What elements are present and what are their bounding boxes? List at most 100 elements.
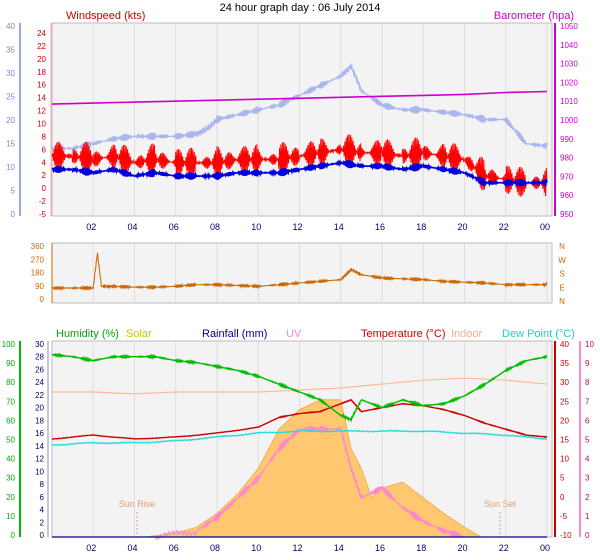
baro-tick: 1010 [560,97,578,106]
rain-tick: 30 [35,340,44,349]
baro-tick: 960 [560,191,574,200]
compass-tick: E [559,283,564,292]
baro-tick: 990 [560,135,574,144]
wind-tick-inner: 22 [37,42,46,51]
legend-solar: Solar [126,328,152,340]
legend-humidity: Humidity (%) [56,328,119,340]
x-tick-label: 20 [457,222,467,232]
legend-dew-point: Dew Point (°C) [502,328,575,340]
rain-tick: 4 [40,506,45,515]
humidity-tick: 20 [6,493,15,502]
x-tick-label: 08 [210,222,220,232]
wind-tick-inner: -2 [39,197,47,206]
baro-tick: 1040 [560,41,578,50]
rain-tick: 20 [35,404,44,413]
compass-tick: N [559,297,565,306]
rain-tick: 14 [35,442,44,451]
uv-tick: 6 [585,416,590,425]
humidity-tick: 30 [6,474,15,483]
wind-tick-inner: 0 [42,184,47,193]
wind-tick-outer: 40 [6,22,15,31]
sun-set-label: Sun Set [484,499,517,509]
direction-tick: 0 [40,295,45,304]
rain-tick: 16 [35,429,44,438]
rain-tick: 10 [35,467,44,476]
rain-tick: 22 [35,391,44,400]
baro-tick: 1030 [560,60,578,69]
wind-tick-outer: 5 [11,187,16,196]
series-indoor [52,377,548,395]
x-tick-label: 14 [334,222,344,232]
wind-tick-outer: 10 [6,163,15,172]
rain-tick: 12 [35,455,44,464]
wind-tick-inner: 14 [37,94,46,103]
temperature-tick: 5 [560,474,565,483]
legend-uv: UV [286,328,302,340]
humidity-tick: 70 [6,397,15,406]
uv-tick: 5 [585,436,590,445]
x-tick-label: 18 [416,222,426,232]
series-wind-average [51,134,548,197]
x-tick-label: 12 [292,543,302,553]
legend-temperature: Temperature (°C) [361,328,445,340]
humidity-tick: 60 [6,416,15,425]
baro-tick: 1000 [560,116,578,125]
wind-tick-inner: 8 [42,132,47,141]
direction-tick: 90 [35,282,44,291]
wind-tick-inner: 6 [42,145,47,154]
wind-tick-inner: 12 [37,107,46,116]
panel-wind-plot [51,22,553,217]
wind-tick-inner: 2 [42,171,47,180]
series-barometer [51,90,548,105]
compass-tick: S [559,270,564,279]
legend-rainfall: Rainfall (mm) [202,328,267,340]
wind-tick-outer: 25 [6,93,15,102]
baro-tick: 950 [560,210,574,219]
compass-tick: N [559,242,565,251]
temperature-tick: 30 [560,378,569,387]
wind-tick-outer: 20 [6,116,15,125]
wind-tick-inner: 20 [37,55,46,64]
humidity-tick: 0 [11,531,16,540]
baro-tick: 1050 [560,22,578,31]
x-tick-label: 08 [210,543,220,553]
direction-tick: 270 [31,255,45,264]
x-tick-label: 02 [86,543,96,553]
temperature-tick: 25 [560,397,569,406]
series-temperature [51,398,548,440]
x-tick-label: 10 [251,222,261,232]
rain-tick: 24 [35,378,44,387]
direction-tick: 360 [31,242,45,251]
uv-tick: 0 [585,531,590,540]
temperature-tick: 15 [560,436,569,445]
x-tick-label: 10 [251,543,261,553]
wind-tick-inner: 24 [37,29,46,38]
temperature-tick: 0 [560,493,565,502]
x-tick-label: 14 [334,543,344,553]
humidity-tick: 100 [2,340,16,349]
wind-tick-inner: 4 [42,158,47,167]
temperature-tick: 40 [560,340,569,349]
wind-tick-inner: 16 [37,81,46,90]
uv-tick: 8 [585,378,590,387]
series-wind-low [51,159,548,188]
temperature-tick: 10 [560,455,569,464]
x-tick-label: 04 [127,543,137,553]
barometer-label: Barometer (hpa) [494,10,574,22]
uv-tick: 7 [585,397,590,406]
x-tick-label: 00 [540,222,550,232]
humidity-tick: 40 [6,455,15,464]
rain-tick: 2 [40,518,45,527]
humidity-tick: 10 [6,512,15,521]
temperature-tick: 20 [560,416,569,425]
series-uv [154,425,465,541]
uv-tick: 10 [585,340,594,349]
x-tick-label: 02 [86,222,96,232]
windspeed-label: Windspeed (kts) [66,10,145,22]
x-tick-label: 00 [540,543,550,553]
compass-tick: W [558,256,566,265]
humidity-tick: 80 [6,378,15,387]
temperature-tick: 35 [560,359,569,368]
